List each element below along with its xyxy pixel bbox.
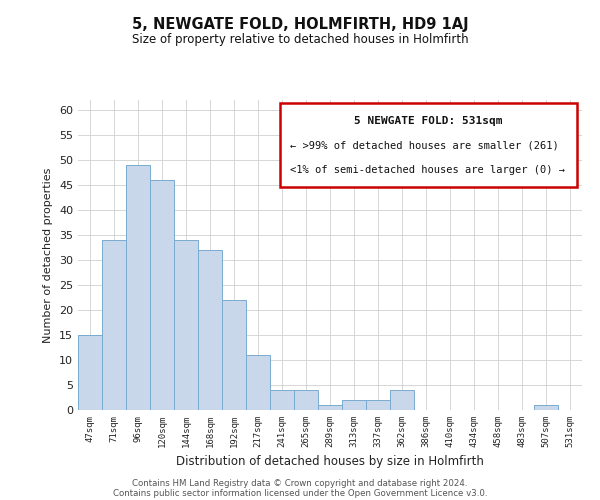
- Bar: [318, 405, 342, 410]
- Bar: [246, 355, 270, 410]
- Bar: [198, 250, 222, 410]
- Bar: [270, 390, 294, 410]
- Text: Contains public sector information licensed under the Open Government Licence v3: Contains public sector information licen…: [113, 488, 487, 498]
- Bar: [390, 390, 414, 410]
- FancyBboxPatch shape: [280, 103, 577, 187]
- Bar: [150, 180, 174, 410]
- Bar: [534, 405, 558, 410]
- Bar: [342, 400, 366, 410]
- Bar: [366, 400, 390, 410]
- Text: 5 NEWGATE FOLD: 531sqm: 5 NEWGATE FOLD: 531sqm: [354, 116, 503, 126]
- Text: Contains HM Land Registry data © Crown copyright and database right 2024.: Contains HM Land Registry data © Crown c…: [132, 478, 468, 488]
- Bar: [126, 165, 150, 410]
- Text: 5, NEWGATE FOLD, HOLMFIRTH, HD9 1AJ: 5, NEWGATE FOLD, HOLMFIRTH, HD9 1AJ: [131, 18, 469, 32]
- Bar: [222, 300, 246, 410]
- Text: Size of property relative to detached houses in Holmfirth: Size of property relative to detached ho…: [131, 32, 469, 46]
- Text: ← >99% of detached houses are smaller (261): ← >99% of detached houses are smaller (2…: [290, 140, 559, 150]
- Text: <1% of semi-detached houses are larger (0) →: <1% of semi-detached houses are larger (…: [290, 165, 565, 175]
- Y-axis label: Number of detached properties: Number of detached properties: [43, 168, 53, 342]
- Bar: [294, 390, 318, 410]
- X-axis label: Distribution of detached houses by size in Holmfirth: Distribution of detached houses by size …: [176, 456, 484, 468]
- Bar: [174, 240, 198, 410]
- Bar: [78, 335, 102, 410]
- Bar: [102, 240, 126, 410]
